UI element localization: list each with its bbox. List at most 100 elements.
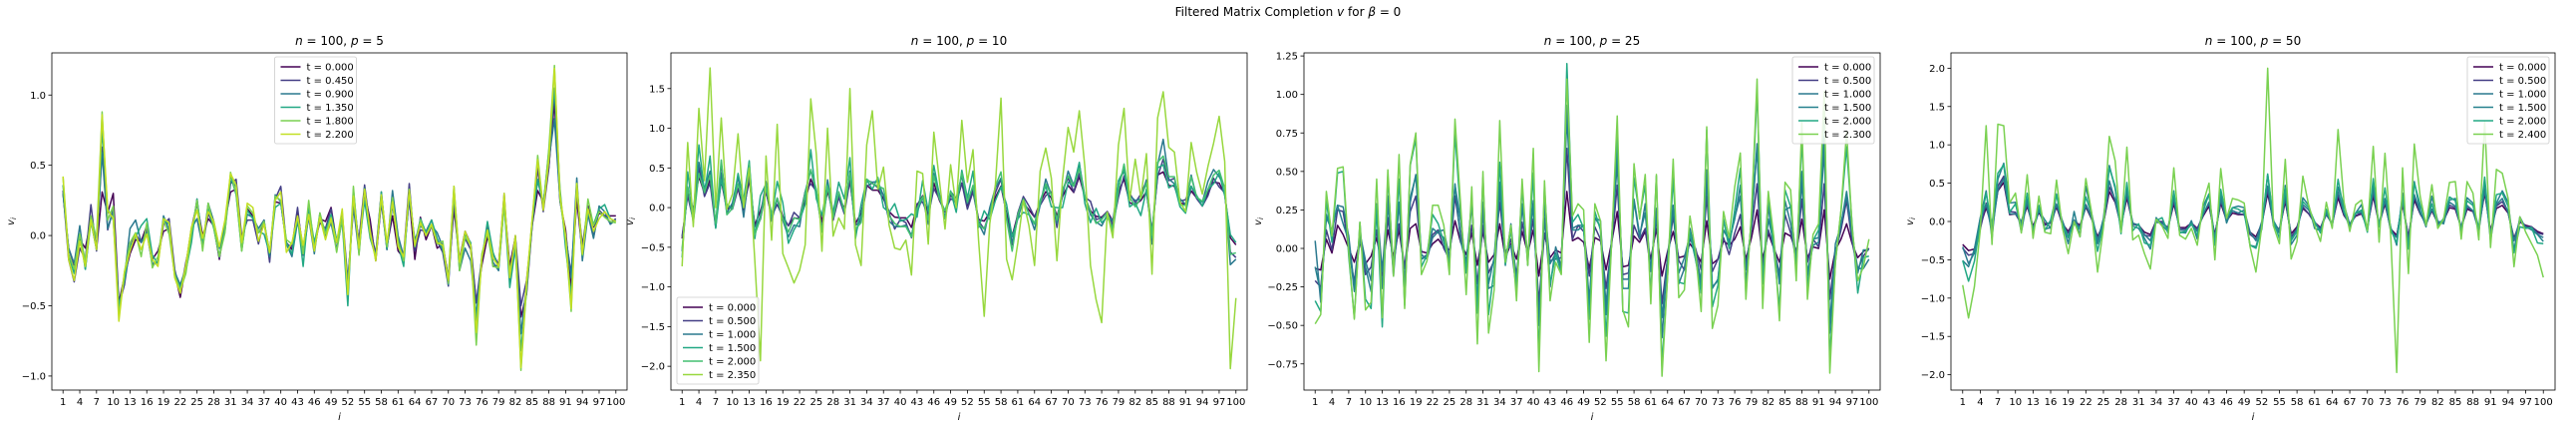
x-tick-label: 10: [726, 397, 739, 408]
x-tick-label: 28: [1459, 397, 1472, 408]
x-tick-label: 43: [291, 397, 304, 408]
legend-entry: t = 1.350: [307, 103, 354, 114]
y-tick-label: 0.5: [30, 161, 46, 172]
y-tick-label: 0.5: [649, 164, 665, 175]
legend-entry: t = 2.300: [1824, 130, 1871, 141]
legend: t = 0.000 t = 0.450 t = 0.900 t = 1.350 t = …: [274, 56, 357, 145]
subplot-title-part: n: [911, 34, 919, 48]
x-tick-label: 49: [1577, 397, 1590, 408]
subplots: 1 4 7 10 13 16 19 22 25 28 31 34 37 40 43 46 49 52 55 58 61 6…: [6, 34, 2556, 423]
x-tick-label: 61: [1012, 397, 1025, 408]
x-tick-label: 10: [1359, 397, 1372, 408]
y-tick-label: −1.5: [641, 322, 665, 333]
x-tick-label: 31: [224, 397, 237, 408]
axes-frame: [1303, 52, 1881, 391]
subplot-title-part: = 25: [1607, 34, 1640, 48]
x-tick-label: 97: [593, 397, 606, 408]
x-tick-label: 43: [911, 397, 924, 408]
series-line-4: [1962, 162, 2544, 268]
legend-entry: t = 1.800: [307, 117, 354, 128]
x-tick-label: 4: [1329, 397, 1335, 408]
x-tick-label: 64: [1661, 397, 1674, 408]
x-tick-label: 16: [2045, 397, 2058, 408]
legend-entry: t = 0.000: [2499, 63, 2546, 74]
subplot-title: n = 100, p = 10: [911, 34, 1007, 48]
x-tick-label: 46: [2220, 397, 2233, 408]
x-tick-label: 49: [944, 397, 957, 408]
x-tick-label: 58: [1628, 397, 1641, 408]
series-line-5: [1962, 164, 2544, 282]
legend-entry: t = 0.900: [307, 90, 354, 101]
x-axis-label: i: [1591, 412, 1594, 423]
legend-box: [676, 296, 760, 385]
y-tick-label: −0.50: [1267, 321, 1298, 332]
plot-area: [1314, 63, 1870, 377]
y-tick-label: −0.5: [641, 242, 665, 253]
x-tick-label: 16: [141, 397, 154, 408]
subplot-title: n = 100, p = 50: [2205, 34, 2301, 48]
x-tick-label: 73: [459, 397, 472, 408]
legend-entry: t = 2.000: [1824, 117, 1871, 128]
axes-frame: [670, 52, 1248, 391]
x-tick-label: 76: [476, 397, 488, 408]
x-tick-label: 31: [1476, 397, 1489, 408]
subplot-title-part: = 10: [974, 34, 1007, 48]
y-tick-label: 0.75: [1276, 129, 1298, 140]
legend: t = 0.000 t = 0.500 t = 1.000 t = 1.500 t = …: [676, 296, 760, 385]
x-tick-label: 70: [2361, 397, 2374, 408]
x-tick-label: 82: [509, 397, 522, 408]
x-tick-label: 52: [2255, 397, 2268, 408]
subplot-title-part: n: [1544, 34, 1552, 48]
x-tick-label: 61: [1645, 397, 1658, 408]
x-tick-label: 31: [2132, 397, 2145, 408]
x-tick-label: 31: [843, 397, 856, 408]
x-tick-label: 88: [1162, 397, 1175, 408]
x-tick-label: 76: [1729, 397, 1742, 408]
x-tick-label: 16: [1393, 397, 1406, 408]
y-tick-label: −0.25: [1267, 282, 1298, 293]
y-tick-label: −1.5: [1921, 332, 1945, 343]
legend-entry: t = 1.000: [1824, 90, 1871, 101]
legend-entry: t = 0.000: [1824, 63, 1871, 74]
x-tick-label: 22: [2080, 397, 2093, 408]
subplot-title-part: = 100,: [1551, 34, 1599, 48]
x-tick-label: 7: [1995, 397, 2001, 408]
subplot-3: 1 4 7 10 13 16 19 22 25 28 31 34 37 40 43 46 49 52 55 58 61 6…: [1253, 34, 1881, 423]
x-tick-label: 40: [2185, 397, 2198, 408]
x-tick-label: 91: [559, 397, 572, 408]
x-axis-label: i: [2252, 412, 2255, 423]
x-tick-label: 85: [1145, 397, 1158, 408]
x-tick-label: 1: [679, 397, 685, 408]
x-tick-label: 43: [1544, 397, 1557, 408]
x-axis-label: i: [958, 412, 961, 423]
x-tick-label: 91: [1812, 397, 1825, 408]
subplot-title-part: p: [2260, 34, 2269, 48]
x-tick-label: 37: [258, 397, 271, 408]
y-tick-label: 0.00: [1276, 244, 1298, 255]
x-tick-label: 67: [1678, 397, 1691, 408]
y-tick-label: −2.0: [1921, 370, 1945, 381]
x-tick-label: 91: [1179, 397, 1192, 408]
x-tick-label: 70: [442, 397, 455, 408]
x-tick-label: 73: [2379, 397, 2392, 408]
axes-frame: [51, 52, 628, 391]
x-tick-label: 55: [978, 397, 991, 408]
y-tick-label: −0.75: [1267, 359, 1298, 370]
figure-title-part: β: [1367, 5, 1376, 19]
x-tick-label: 25: [1444, 397, 1456, 408]
series-line-6: [1314, 78, 1870, 377]
x-tick-label: 94: [1196, 397, 1209, 408]
x-tick-label: 58: [375, 397, 388, 408]
y-tick-label: −1.0: [22, 371, 46, 382]
x-tick-label: 46: [927, 397, 940, 408]
x-tick-label: 85: [2449, 397, 2462, 408]
subplot-title-part: = 50: [2268, 34, 2301, 48]
x-tick-label: 34: [2150, 397, 2163, 408]
x-tick-label: 52: [342, 397, 355, 408]
x-tick-label: 79: [1746, 397, 1759, 408]
x-tick-label: 40: [1527, 397, 1540, 408]
subplot-title-part: p: [1599, 34, 1608, 48]
x-tick-label: 43: [2203, 397, 2216, 408]
legend: t = 0.000 t = 0.500 t = 1.000 t = 1.500 t = …: [2466, 56, 2550, 145]
x-tick-label: 40: [894, 397, 907, 408]
